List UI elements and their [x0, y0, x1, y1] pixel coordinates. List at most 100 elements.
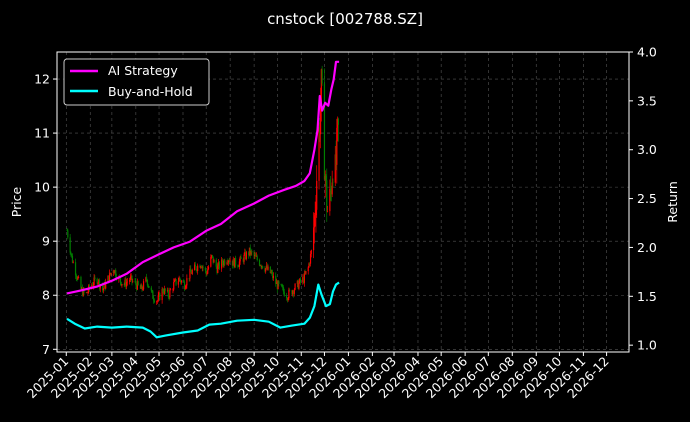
candle-body [282, 287, 285, 292]
candle-body [191, 270, 193, 274]
candle-body [137, 281, 139, 286]
candle-body [255, 256, 258, 257]
candle-body [173, 280, 176, 282]
candle-body [330, 188, 332, 191]
y2-tick-label: 3.0 [637, 142, 657, 157]
candle-body [197, 265, 199, 271]
candle-body [324, 175, 326, 180]
candle-body [146, 279, 149, 286]
candle-body [200, 266, 203, 269]
candle-body [265, 265, 268, 269]
candle-body [237, 265, 239, 267]
candle-body [151, 290, 153, 292]
candle-body [142, 281, 145, 290]
candle-body [108, 272, 111, 282]
candle-body [131, 275, 133, 282]
candle-body [132, 281, 134, 282]
candle-body [147, 285, 149, 287]
candle-body [226, 262, 228, 265]
candle-body [153, 300, 155, 303]
candle-body [218, 262, 220, 269]
candle-body [140, 285, 142, 289]
candle-body [126, 281, 128, 283]
candle-body [217, 262, 220, 266]
candle-body [271, 272, 273, 273]
candle-body [109, 272, 111, 275]
legend-label-ai: AI Strategy [108, 63, 178, 78]
candle-body [326, 180, 328, 212]
candle-body [297, 280, 299, 289]
candle-body [102, 288, 104, 291]
y-tick-label: 9 [42, 234, 50, 249]
candle-body [326, 211, 329, 212]
candle-body [97, 283, 99, 284]
candle-body [329, 188, 331, 212]
candle-body [251, 251, 253, 253]
candle-body [179, 277, 181, 281]
candle-body [136, 281, 138, 290]
candle-body [244, 252, 246, 255]
candle-body [229, 260, 231, 262]
y-tick-label: 10 [34, 180, 50, 195]
candle-body [105, 282, 107, 289]
candle-body [228, 260, 230, 263]
candle-body [194, 264, 196, 267]
candle-body [98, 279, 100, 284]
candle-body [153, 298, 155, 301]
candle-body [337, 118, 339, 125]
candle-body [254, 254, 256, 257]
candle-body [319, 105, 322, 135]
candle-body [85, 292, 87, 294]
candle-body [66, 230, 68, 231]
candle-body [310, 250, 312, 255]
series-line-ai-strategy [66, 60, 340, 295]
chart-title: cnstock [002788.SZ] [267, 10, 423, 28]
candle-body [206, 273, 208, 275]
candle-body [313, 227, 315, 251]
candle-body [224, 260, 226, 265]
candle-body [188, 278, 190, 279]
candle-body [81, 288, 84, 296]
candle-body [232, 259, 234, 266]
candle-body [170, 289, 172, 291]
candle-body [281, 284, 283, 287]
candle-body [262, 265, 264, 269]
candle-body [195, 266, 197, 270]
candle-body [223, 260, 225, 266]
candle-body [75, 275, 77, 278]
candle-body [72, 262, 74, 263]
candle-body [266, 265, 268, 270]
candle-body [258, 260, 261, 266]
candle-body [93, 277, 95, 286]
candle-body [186, 278, 188, 286]
y-axis-right: 1.0 1.5 2.0 2.5 3.0 3.5 4.0 [629, 45, 657, 353]
candle-body [210, 255, 213, 257]
candle-body [168, 296, 170, 298]
candle-body [82, 288, 84, 296]
candle-body [71, 255, 74, 263]
candle-body [245, 252, 247, 260]
candle-body [294, 283, 296, 290]
candle-body [202, 266, 204, 268]
candle-body [253, 252, 255, 257]
candle-body [174, 279, 176, 281]
candle-body [108, 275, 110, 282]
candle-body [178, 277, 180, 282]
candle-body [286, 298, 288, 301]
candle-body [243, 254, 245, 262]
candle-body [325, 175, 327, 181]
candle-body [336, 118, 339, 128]
candle-body [102, 285, 104, 291]
candle-body [196, 269, 198, 271]
candle-body [292, 290, 295, 294]
candle-body [114, 270, 116, 274]
candle-body [99, 285, 101, 289]
candle-body [125, 282, 128, 287]
candle-body [157, 295, 159, 301]
candle-body [77, 277, 79, 280]
candle-body [110, 272, 112, 275]
candle-body [283, 291, 285, 297]
candle-body [277, 281, 279, 290]
candle-body [264, 268, 266, 272]
